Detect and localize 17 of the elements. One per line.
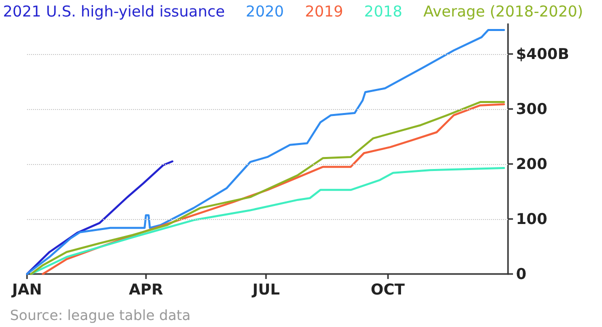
line-series (26, 160, 174, 275)
y-tick-label: 100 (516, 210, 548, 228)
text: Average (2018-2020) (423, 2, 584, 20)
x-tick-label: JUL (252, 280, 280, 298)
source-note: Source: league table data (10, 308, 191, 324)
x-tick-label: OCT (370, 280, 406, 298)
text: 2021 U.S. high-yield issuance (3, 2, 225, 20)
y-tick-label: $400B (516, 45, 570, 64)
y-tick-label: 0 (516, 265, 526, 283)
y-tick-label: 300 (516, 100, 548, 118)
x-tick-label: APR (128, 280, 164, 298)
text: 2020 (246, 2, 284, 20)
text: 2018 (364, 2, 402, 20)
text: 2019 (304, 2, 344, 20)
line-series (26, 29, 506, 275)
y-tick-label: 200 (516, 155, 548, 174)
x-tick-label: JAN (11, 280, 42, 298)
